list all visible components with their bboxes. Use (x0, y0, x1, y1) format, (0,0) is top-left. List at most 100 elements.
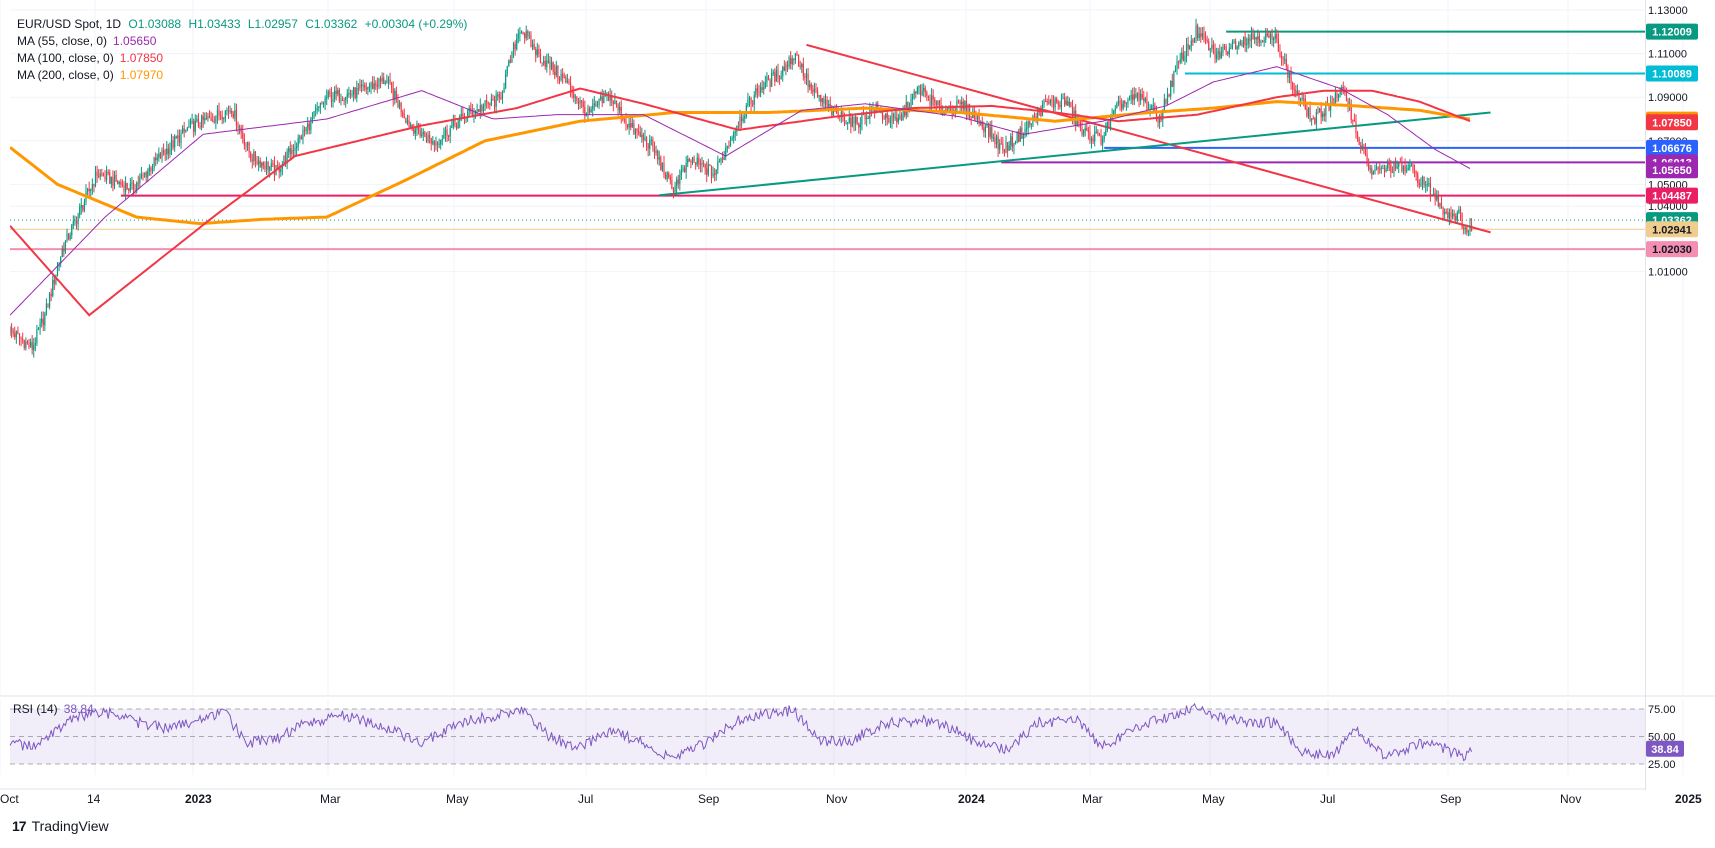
candle-body (1174, 69, 1177, 73)
candle-body (569, 83, 572, 91)
candle-body (897, 118, 899, 123)
candle-body (1002, 143, 1004, 150)
candle-body (593, 103, 595, 106)
candle-body (1258, 36, 1260, 43)
rsi-legend[interactable]: RSI (14) 38.84 (13, 702, 94, 716)
candle-body (522, 31, 524, 34)
candle-body (1030, 124, 1032, 126)
candle-body (158, 153, 160, 158)
candle-body (227, 110, 230, 112)
candle-body (424, 131, 426, 137)
candle-body (623, 118, 625, 120)
candle-body (1054, 98, 1056, 108)
candle-body (691, 157, 694, 163)
ma100-label: MA (100, close, 0) (17, 51, 114, 65)
candle-body (291, 149, 293, 155)
candle-body (1345, 93, 1348, 101)
candle-body (90, 189, 92, 192)
candle-body (904, 109, 906, 116)
candle-body (166, 148, 168, 155)
candle-body (443, 134, 445, 139)
candle-body (885, 113, 887, 119)
candle-body (307, 123, 309, 128)
candle-body (460, 113, 462, 117)
ma55-legend[interactable]: MA (55, close, 0) 1.05650 (17, 33, 467, 50)
candle-body (1451, 213, 1454, 218)
ma100-line (10, 87, 1471, 317)
candle-body (156, 157, 158, 160)
candle-body (695, 162, 697, 165)
candle-body (628, 123, 630, 128)
candle-body (577, 100, 580, 104)
candle-body (562, 74, 564, 77)
candle-body (729, 139, 732, 147)
candle-body (786, 64, 789, 67)
candle-body (1334, 93, 1336, 105)
candle-body (1227, 52, 1229, 55)
candle-body (33, 344, 35, 350)
candle-body (910, 98, 912, 108)
candle-body (270, 163, 272, 168)
candle-body (1231, 41, 1234, 49)
candle-body (850, 118, 852, 127)
candle-body (1049, 99, 1051, 104)
candle-body (826, 99, 828, 107)
candle-body (1170, 80, 1172, 97)
candle-body (565, 77, 567, 83)
candle-body (782, 67, 784, 77)
candle-body (528, 35, 530, 37)
candle-body (71, 225, 73, 236)
candle-body (701, 163, 703, 166)
ma200-legend[interactable]: MA (200, close, 0) 1.07970 (17, 67, 467, 84)
candle-body (1466, 227, 1468, 233)
candle-body (1064, 97, 1066, 105)
candle-body (264, 165, 266, 170)
symbol-label[interactable]: EUR/USD Spot, 1D (17, 17, 122, 31)
candle-body (1151, 106, 1153, 109)
candle-body (1201, 33, 1203, 37)
candle-body (28, 342, 30, 347)
candle-body (706, 168, 708, 175)
y-tick-label: 1.01000 (1648, 267, 1688, 279)
candle-body (1230, 48, 1232, 50)
ma100-value: 1.07850 (119, 51, 164, 65)
tradingview-brand[interactable]: 17 TradingView (12, 818, 109, 834)
candle-body (511, 51, 513, 63)
candle-body (337, 90, 339, 94)
candle-body (1282, 58, 1284, 60)
candle-body (398, 102, 401, 108)
candle-body (1007, 142, 1009, 151)
candle-body (107, 171, 109, 173)
candle-body (1076, 121, 1078, 125)
candle-body (196, 119, 198, 121)
candle-body (1010, 136, 1012, 146)
candle-body (421, 133, 423, 136)
candle-body (845, 123, 847, 125)
candle-body (182, 128, 184, 134)
candle-body (821, 98, 823, 103)
candle-body (1374, 169, 1376, 173)
candle-body (1257, 36, 1259, 40)
ma100-legend[interactable]: MA (100, close, 0) 1.07850 (17, 50, 467, 67)
candle-body (324, 97, 326, 104)
candle-body (1320, 108, 1322, 118)
candle-body (999, 143, 1001, 150)
candle-body (1143, 97, 1145, 102)
candle-body (563, 76, 565, 78)
candle-body (1260, 41, 1262, 43)
candle-body (848, 118, 850, 123)
candle-body (231, 111, 233, 114)
candle-body (793, 58, 795, 60)
candle-body (861, 113, 863, 125)
candle-body (288, 148, 290, 152)
candle-body (975, 118, 977, 120)
candle-body (834, 106, 836, 109)
candle-body (429, 134, 431, 138)
candle-body (110, 177, 112, 184)
candle-body (1168, 94, 1170, 97)
candle-body (86, 188, 89, 192)
close-value: C1.03362 (305, 17, 358, 31)
candle-body (1306, 109, 1308, 117)
candle-body (410, 125, 412, 128)
